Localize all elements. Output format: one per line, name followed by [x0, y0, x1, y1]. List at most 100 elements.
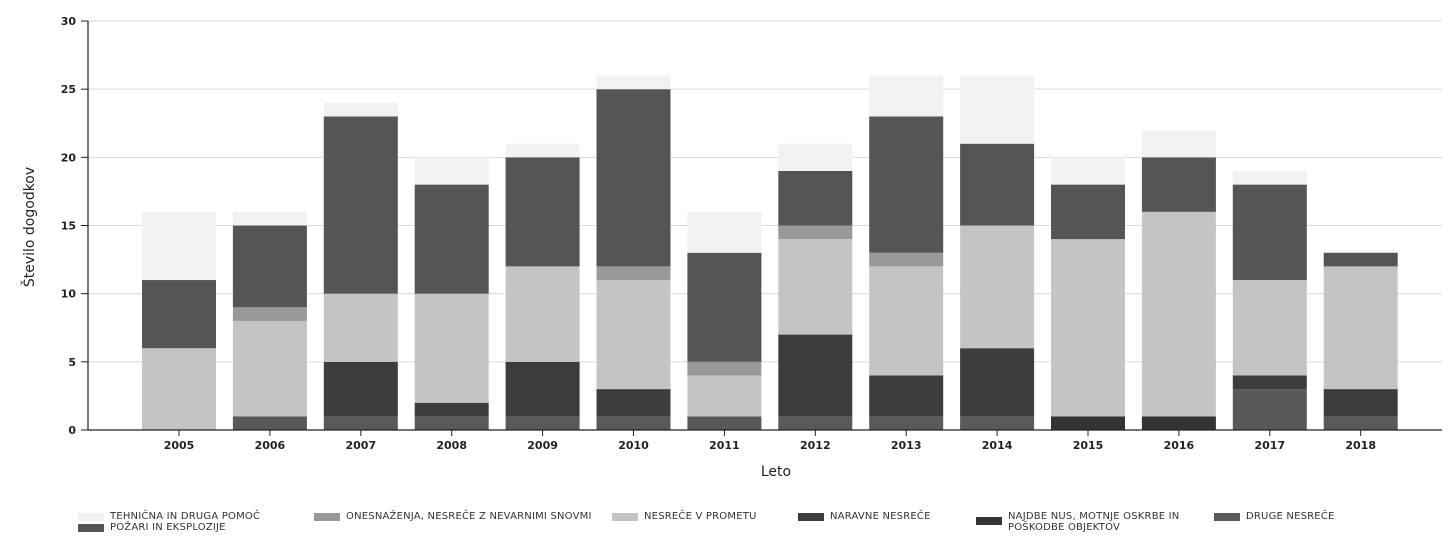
bar-segment[interactable]: [1232, 170, 1307, 185]
bar-segment[interactable]: [1051, 184, 1125, 240]
bar-segment[interactable]: [778, 170, 853, 226]
x-tick-label: 2009: [527, 439, 558, 452]
legend-item-tehnicna[interactable]: TEHNIČNA IN DRUGA POMOČ: [78, 511, 260, 522]
legend-label: NARAVNE NESREČE: [830, 511, 931, 522]
bar-segment[interactable]: [960, 75, 1035, 144]
legend-item-najdbe[interactable]: NAJDBE NUS, MOTNJE OSKRBE IN POŠKODBE OB…: [976, 511, 1206, 533]
bar-segment[interactable]: [1232, 389, 1307, 430]
stacked-bar-chart: 0 5 10 15 20 25 30 2005 2006 2007 2008 2009 2010 2011…: [20, 15, 1442, 480]
bar-segment[interactable]: [1141, 130, 1216, 158]
x-tick-label: 2013: [891, 439, 922, 452]
bar-segment[interactable]: [505, 157, 580, 267]
bar-segment[interactable]: [1232, 280, 1307, 376]
bar-segment[interactable]: [505, 266, 580, 362]
bar-segment[interactable]: [1323, 416, 1398, 430]
legend-label: NESREČE V PROMETU: [644, 511, 757, 522]
bar-segment[interactable]: [323, 116, 398, 294]
legend-item-druge[interactable]: DRUGE NESREČE: [1214, 511, 1335, 522]
bar-segment[interactable]: [778, 143, 853, 171]
bar-segment[interactable]: [869, 116, 944, 253]
bar-segment[interactable]: [687, 361, 762, 376]
bar-segment[interactable]: [505, 416, 580, 430]
bar-segment[interactable]: [1141, 211, 1216, 417]
legend-label: ONESNAŽENJA, NESREČE Z NEVARNIMI SNOVMI: [346, 511, 592, 522]
bar-segment[interactable]: [414, 184, 489, 294]
bar-segment[interactable]: [687, 375, 762, 417]
bar-segment[interactable]: [869, 75, 944, 117]
bar-segment[interactable]: [960, 348, 1035, 417]
bar-segment[interactable]: [869, 375, 944, 417]
bar-segment[interactable]: [142, 348, 216, 430]
legend-item-promet[interactable]: NESREČE V PROMETU: [612, 511, 757, 522]
bar-segment[interactable]: [232, 307, 307, 321]
legend-item-naravne[interactable]: NARAVNE NESREČE: [798, 511, 931, 522]
legend: TEHNIČNA IN DRUGA POMOČ POŽARI IN EKSPLO…: [78, 511, 1438, 540]
bar-segment[interactable]: [778, 239, 853, 335]
bar-segment[interactable]: [1051, 416, 1125, 430]
legend-item-onesnazenja[interactable]: ONESNAŽENJA, NESREČE Z NEVARNIMI SNOVMI: [314, 511, 604, 522]
bar-segment[interactable]: [778, 225, 853, 240]
legend-swatch: [1214, 513, 1240, 521]
legend-label: TEHNIČNA IN DRUGA POMOČ: [110, 511, 261, 522]
y-tick-label: 5: [68, 356, 76, 369]
bar-segment[interactable]: [414, 402, 489, 417]
bar-segment[interactable]: [687, 211, 762, 253]
bar-segment[interactable]: [778, 334, 853, 417]
grid-lines: [88, 20, 1442, 363]
bar-segment[interactable]: [596, 75, 671, 90]
bar-segment[interactable]: [869, 266, 944, 376]
bar-segment[interactable]: [323, 416, 398, 430]
bar-segment[interactable]: [323, 361, 398, 417]
bar-segment[interactable]: [1051, 157, 1125, 185]
bar-segment[interactable]: [778, 416, 853, 430]
bar-segment[interactable]: [869, 252, 944, 267]
bar-segment[interactable]: [1323, 252, 1398, 267]
legend-swatch: [798, 513, 824, 521]
bar-segment[interactable]: [960, 225, 1035, 349]
bar-segment[interactable]: [1051, 239, 1125, 417]
x-tick-label: 2006: [255, 439, 286, 452]
legend-swatch: [78, 513, 104, 521]
y-tick-label: 30: [61, 15, 77, 28]
legend-label: DRUGE NESREČE: [1246, 511, 1335, 522]
bar-segment[interactable]: [687, 416, 762, 430]
bar-segment[interactable]: [323, 293, 398, 362]
bar-segment[interactable]: [1323, 266, 1398, 390]
bar-segment[interactable]: [142, 211, 216, 281]
bar-segment[interactable]: [232, 211, 307, 226]
bar-segment[interactable]: [869, 416, 944, 430]
bar-segment[interactable]: [505, 361, 580, 417]
bar-segment[interactable]: [960, 143, 1035, 226]
bar-segment[interactable]: [1323, 389, 1398, 417]
bar-segment[interactable]: [1232, 375, 1307, 390]
legend-item-pozari[interactable]: POŽARI IN EKSPLOZIJE: [78, 522, 226, 533]
bar-segment[interactable]: [323, 102, 398, 117]
legend-swatch: [976, 517, 1002, 525]
bar-segment[interactable]: [232, 416, 307, 430]
bar-segment[interactable]: [596, 89, 671, 267]
bar-segment[interactable]: [687, 252, 762, 362]
x-tick-label: 2011: [709, 439, 740, 452]
bar-segment[interactable]: [1232, 184, 1307, 281]
bar-segment[interactable]: [596, 280, 671, 390]
bar-segment[interactable]: [596, 266, 671, 281]
y-tick-label: 25: [61, 83, 76, 96]
bar-segment[interactable]: [232, 320, 307, 417]
legend-label: NAJDBE NUS, MOTNJE OSKRBE IN POŠKODBE OB…: [1008, 511, 1180, 533]
bar-segment[interactable]: [232, 225, 307, 308]
bar-segment[interactable]: [1141, 416, 1216, 430]
bar-segment[interactable]: [596, 416, 671, 430]
bar-segment[interactable]: [414, 416, 489, 430]
bar-segment[interactable]: [414, 293, 489, 403]
x-tick-label: 2007: [345, 439, 376, 452]
x-tick-label: 2016: [1164, 439, 1195, 452]
bar-segment[interactable]: [414, 157, 489, 185]
axes: 0 5 10 15 20 25 30 2005 2006 2007 2008 2009 2010 2011…: [61, 15, 1442, 452]
bar-segment[interactable]: [960, 416, 1035, 430]
bar-segment[interactable]: [505, 143, 580, 158]
bar-segment[interactable]: [596, 389, 671, 417]
bar-segment[interactable]: [1141, 157, 1216, 212]
bar-segment[interactable]: [142, 280, 216, 349]
legend-swatch: [78, 524, 104, 532]
